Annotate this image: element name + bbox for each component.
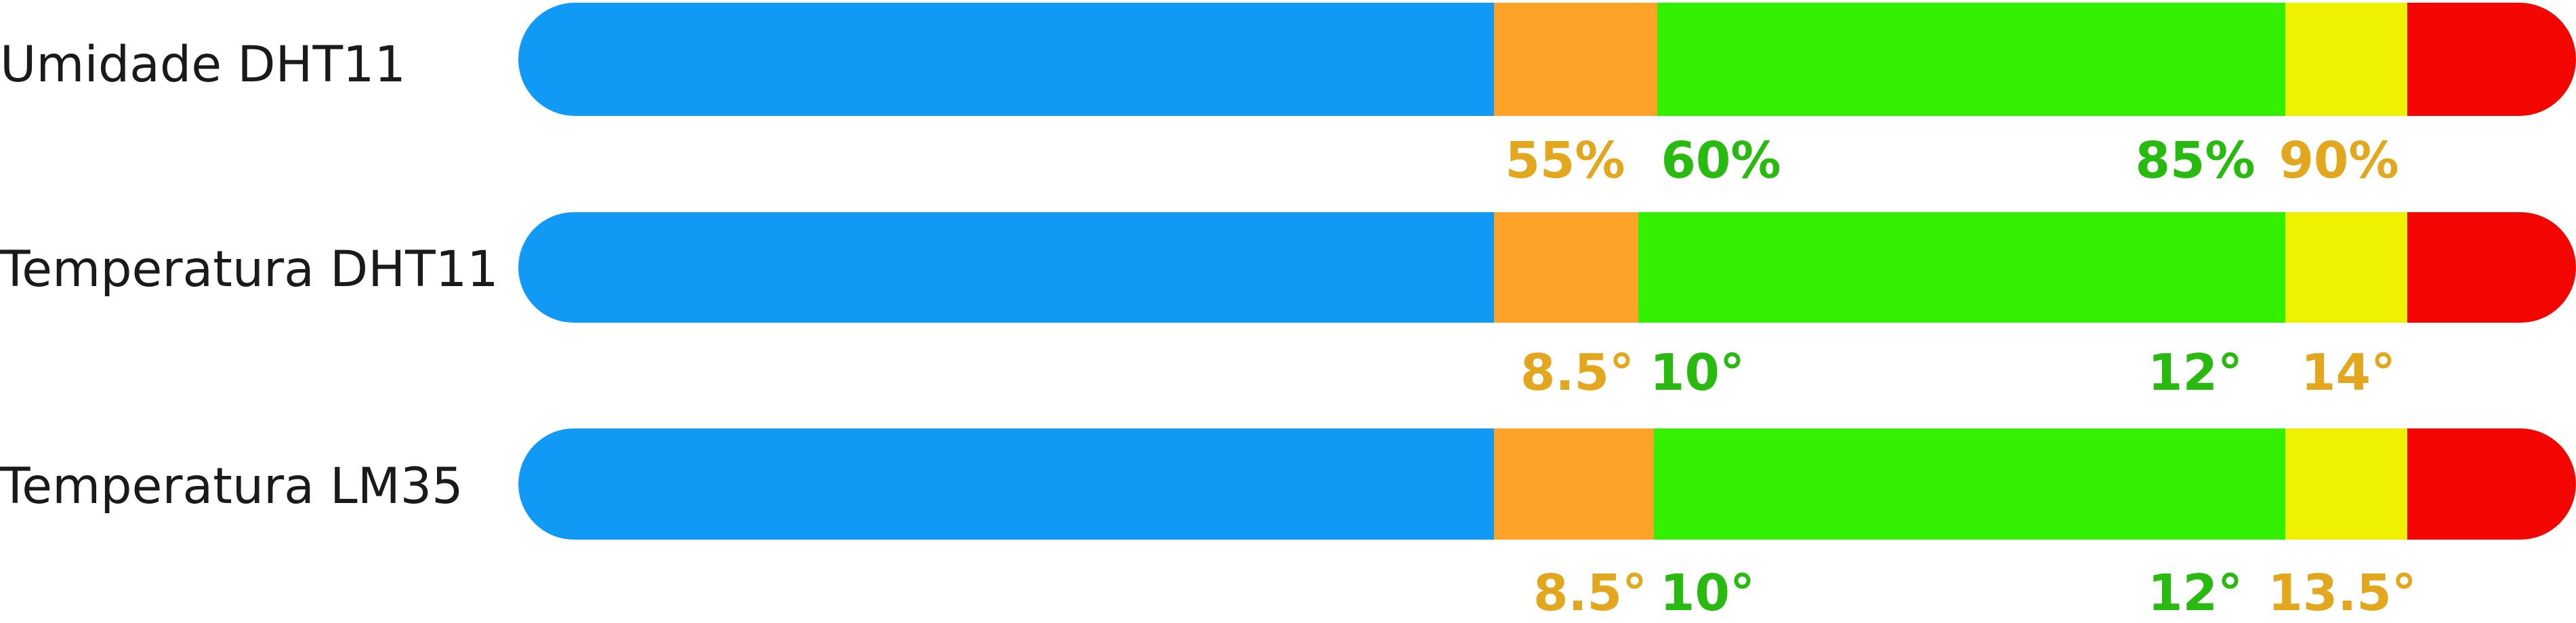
bar-segment-orange bbox=[1494, 212, 1638, 323]
bar-segment-red bbox=[2407, 212, 2576, 323]
bar-segment-yellow bbox=[2285, 428, 2407, 540]
threshold-label: 60% bbox=[1661, 132, 1781, 190]
threshold-label: 10° bbox=[1660, 564, 1755, 620]
bar-segment-green bbox=[1657, 3, 2285, 116]
bar-segment-orange bbox=[1494, 3, 1657, 116]
bar-segment-blue bbox=[518, 212, 1494, 323]
bar-segment-blue bbox=[518, 3, 1495, 116]
bar-segment-red bbox=[2407, 3, 2576, 116]
threshold-label: 12° bbox=[2148, 344, 2243, 402]
bar-segment-green bbox=[1638, 212, 2285, 323]
threshold-label: 12° bbox=[2148, 564, 2243, 620]
threshold-label: 55% bbox=[1505, 132, 1625, 190]
bar-segment-yellow bbox=[2285, 212, 2407, 323]
threshold-label: 8.5° bbox=[1520, 344, 1634, 402]
threshold-label: 10° bbox=[1650, 344, 1745, 402]
bar-segment-red bbox=[2407, 428, 2576, 540]
bar-segment-orange bbox=[1494, 428, 1654, 540]
threshold-label: 8.5° bbox=[1533, 564, 1647, 620]
threshold-label: 90% bbox=[2279, 132, 2398, 190]
threshold-label: 85% bbox=[2135, 132, 2255, 190]
bar-row-temperatura-dht11: Temperatura DHT11 8.5° 10° 12° 14° bbox=[0, 212, 2576, 402]
bar-row-umidade-dht11: Umidade DHT11 55% 60% 85% 90% bbox=[0, 3, 2576, 190]
threshold-label: 13.5° bbox=[2268, 564, 2417, 620]
bar-segment-green bbox=[1654, 428, 2285, 540]
row-label: Temperatura DHT11 bbox=[0, 241, 499, 298]
bar-segment-blue bbox=[518, 428, 1494, 540]
bar-segment-yellow bbox=[2285, 3, 2407, 116]
threshold-label: 14° bbox=[2301, 344, 2396, 402]
bar-row-temperatura-lm35: Temperatura LM35 8.5° 10° 12° 13.5° bbox=[0, 428, 2576, 622]
row-label: Umidade DHT11 bbox=[0, 36, 406, 94]
row-label: Temperatura LM35 bbox=[0, 458, 463, 515]
